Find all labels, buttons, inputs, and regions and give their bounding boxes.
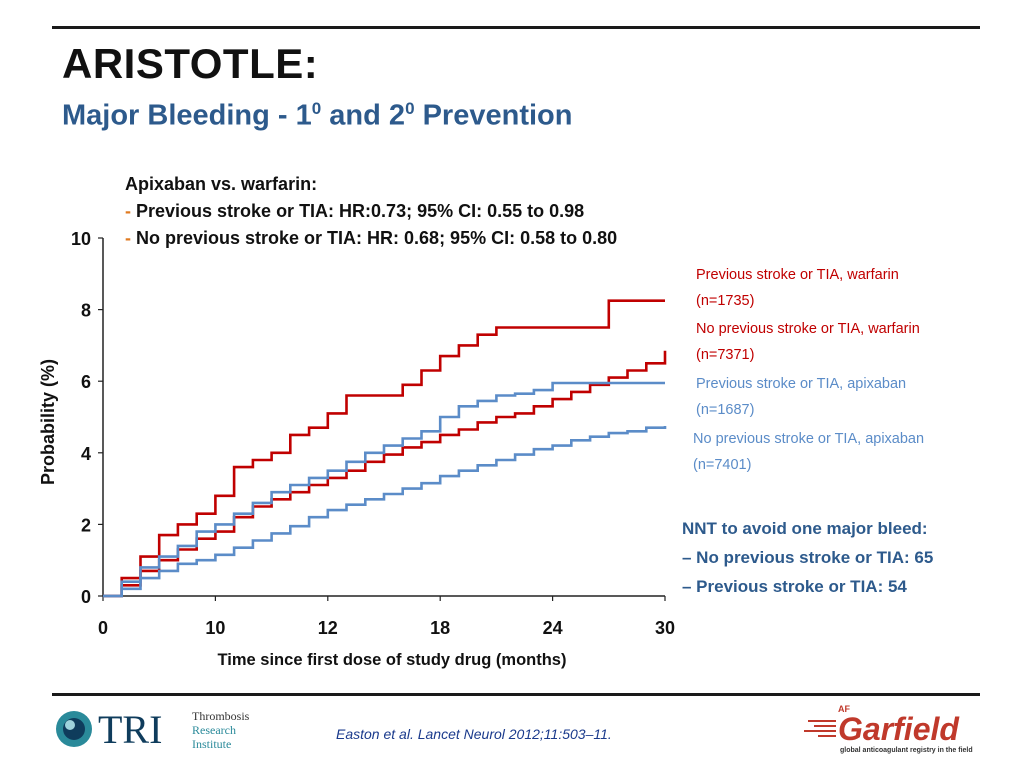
hr-dash: - xyxy=(125,201,131,221)
nnt-line-no-previous: – No previous stroke or TIA: 65 xyxy=(682,548,934,567)
hr-line-no-previous-text: No previous stroke or TIA: HR: 0.68; 95%… xyxy=(131,228,618,248)
subtitle-n1: 1 xyxy=(295,99,312,132)
legend-prev-warfarin: Previous stroke or TIA, warfarin (n=1735… xyxy=(696,262,899,314)
subtitle-main: Major Bleeding - xyxy=(62,99,296,132)
legend-label: No previous stroke or TIA, apixaban xyxy=(693,431,925,447)
hr-dash: - xyxy=(125,228,131,248)
hazard-ratio-block: Apixaban vs. warfarin: - Previous stroke… xyxy=(125,171,617,252)
y-tick-label: 4 xyxy=(81,444,91,464)
hr-header: Apixaban vs. warfarin: xyxy=(125,174,318,194)
legend-label: Previous stroke or TIA, warfarin xyxy=(696,267,899,283)
y-tick-label: 6 xyxy=(81,372,91,392)
subtitle-sup2: 0 xyxy=(405,99,415,118)
tri-logo-ring-inner-icon xyxy=(63,718,85,740)
series-line-prev-warfarin xyxy=(103,299,665,598)
legend-label: Previous stroke or TIA, apixaban xyxy=(696,376,907,392)
tri-logo-line1: Thrombosis xyxy=(192,709,250,723)
y-tick-label: 8 xyxy=(81,301,91,321)
y-tick-label: 2 xyxy=(81,515,91,535)
legend-n: (n=1687) xyxy=(696,402,755,418)
x-tick-label: 12 xyxy=(318,618,338,638)
legend-prev-apixaban: Previous stroke or TIA, apixaban (n=1687… xyxy=(696,371,906,423)
hr-line-previous: - Previous stroke or TIA: HR:0.73; 95% C… xyxy=(125,198,617,225)
x-tick-label: 0 xyxy=(98,618,108,638)
legend-n: (n=7371) xyxy=(696,347,755,363)
garfield-name: Garfield xyxy=(838,711,960,747)
nnt-block: NNT to avoid one major bleed: – No previ… xyxy=(682,514,933,601)
legend-n: (n=1735) xyxy=(696,293,755,309)
tri-logo-highlight-icon xyxy=(65,720,75,730)
tri-logo-line2: Research xyxy=(192,723,236,737)
series-line-prev-apixaban xyxy=(103,381,665,598)
legend-label: No previous stroke or TIA, warfarin xyxy=(696,321,920,337)
y-tick-label: 10 xyxy=(71,229,91,249)
subtitle-tail: Prevention xyxy=(414,99,573,132)
subtitle-sup1: 0 xyxy=(311,99,322,118)
x-tick-label: 18 xyxy=(430,618,450,638)
hr-line-no-previous: - No previous stroke or TIA: HR: 0.68; 9… xyxy=(125,225,617,252)
legend-noprev-apixaban: No previous stroke or TIA, apixaban (n=7… xyxy=(693,426,924,478)
y-axis-title: Probability (%) xyxy=(38,359,58,485)
series-line-noprev-apixaban xyxy=(103,426,667,598)
legend-n: (n=7401) xyxy=(693,457,752,473)
slide-subtitle: Major Bleeding - 10 and 20 Prevention xyxy=(62,99,572,133)
garfield-speed-lines-icon xyxy=(804,720,836,737)
x-tick-label: 24 xyxy=(543,618,563,638)
garfield-logo: AF Garfield global anticoagulant registr… xyxy=(804,704,973,754)
top-rule xyxy=(52,26,980,29)
bottom-rule xyxy=(52,693,980,696)
citation: Easton et al. Lancet Neurol 2012;11:503–… xyxy=(336,726,612,742)
x-axis-title: Time since first dose of study drug (mon… xyxy=(218,651,567,669)
slide-title: ARISTOTLE: xyxy=(62,40,319,87)
x-tick-label: 10 xyxy=(205,618,225,638)
garfield-tagline: global anticoagulant registry in the fie… xyxy=(840,747,973,754)
tri-logo: TRI Thrombosis Research Institute xyxy=(56,707,250,752)
x-tick-label: 30 xyxy=(655,618,675,638)
garfield-prefix: AF xyxy=(838,704,850,714)
subtitle-and: and 2 xyxy=(321,99,406,132)
tri-logo-mark: TRI xyxy=(98,707,162,752)
series-line-noprev-warfarin xyxy=(103,350,667,598)
nnt-header: NNT to avoid one major bleed: xyxy=(682,519,928,538)
legend-noprev-warfarin: No previous stroke or TIA, warfarin (n=7… xyxy=(696,316,920,368)
y-tick-label: 0 xyxy=(81,587,91,607)
hr-line-previous-text: Previous stroke or TIA: HR:0.73; 95% CI:… xyxy=(131,201,585,221)
nnt-line-previous: – Previous stroke or TIA: 54 xyxy=(682,577,907,596)
tri-logo-line3: Institute xyxy=(192,737,231,751)
